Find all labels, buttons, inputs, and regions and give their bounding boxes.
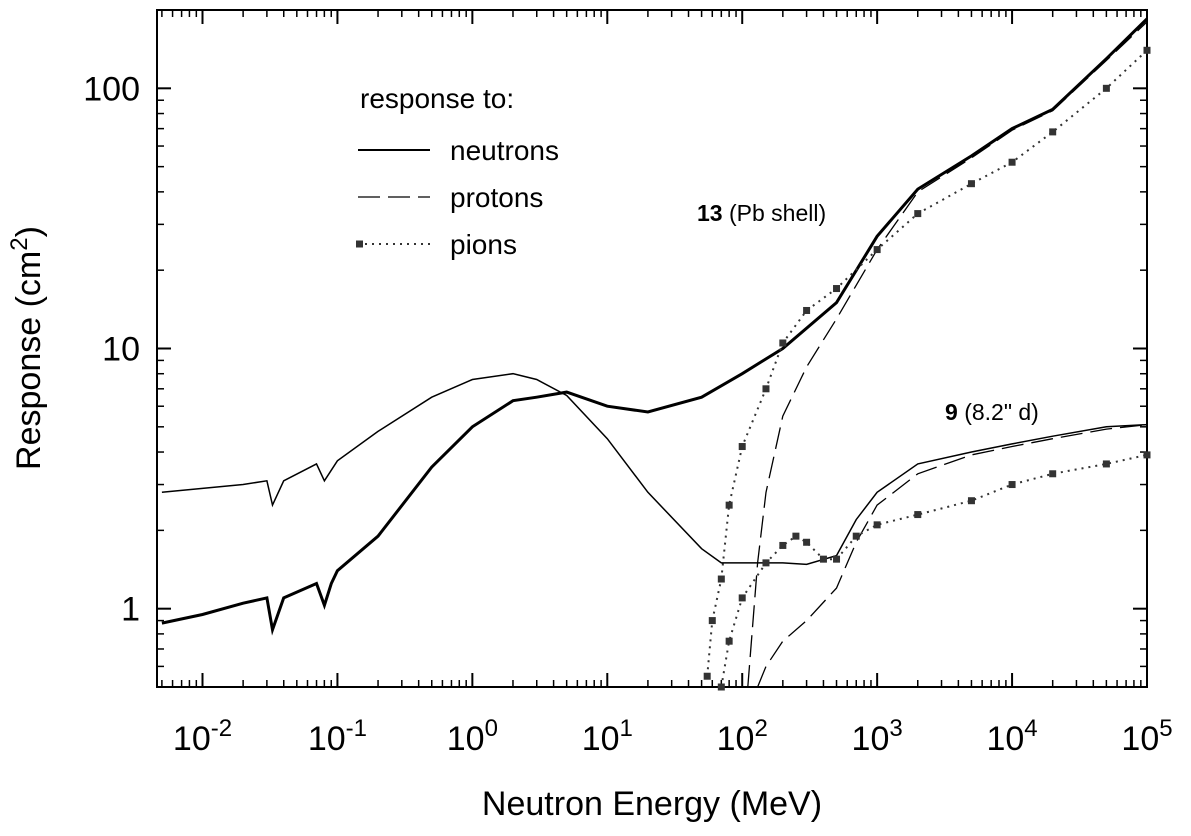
series-marker xyxy=(914,210,922,218)
series-marker xyxy=(1008,158,1016,166)
y-tick-label: 10 xyxy=(102,331,140,369)
series-marker xyxy=(703,672,711,680)
series-marker xyxy=(803,538,811,546)
x-tick-exponent: 2 xyxy=(754,715,767,742)
x-tick-label: 102 xyxy=(717,715,768,758)
x-tick-base: 10 xyxy=(1121,720,1159,758)
x-tick-label: 104 xyxy=(986,715,1037,758)
x-tick-exponent: 5 xyxy=(1159,715,1172,742)
series-marker xyxy=(779,339,787,347)
series-marker xyxy=(914,511,922,519)
series-marker xyxy=(852,532,860,540)
series-marker xyxy=(1049,470,1057,478)
legend-label: pions xyxy=(450,229,517,260)
x-axis-title: Neutron Energy (MeV) xyxy=(482,785,822,823)
series-line xyxy=(720,453,1147,687)
series-marker xyxy=(833,285,841,293)
series-marker xyxy=(819,555,827,563)
annotation-bold: 9 xyxy=(945,399,958,425)
series-marker xyxy=(738,443,746,451)
series-marker xyxy=(1049,128,1057,136)
annotation-bold: 13 xyxy=(697,200,723,226)
series-marker xyxy=(725,637,733,645)
y-axis-title-text: Response (cm xyxy=(10,251,48,470)
x-tick-label: 10-2 xyxy=(173,715,232,758)
series-marker xyxy=(725,501,733,509)
y-axis-title: Response (cm2) xyxy=(6,226,48,470)
x-tick-label: 103 xyxy=(852,715,903,758)
series-marker xyxy=(1008,481,1016,489)
x-tick-exponent: -2 xyxy=(211,715,232,742)
y-tick-label: 100 xyxy=(83,70,140,108)
x-tick-label: 101 xyxy=(582,715,633,758)
annotation-text: (8.2" d) xyxy=(964,399,1039,425)
x-tick-exponent: 4 xyxy=(1024,715,1037,742)
series-line xyxy=(161,372,1147,566)
series-marker xyxy=(1102,460,1110,468)
series-marker xyxy=(1143,46,1151,54)
x-tick-label: 10-1 xyxy=(308,715,367,758)
series-marker xyxy=(803,306,811,314)
x-tick-exponent: 1 xyxy=(620,715,633,742)
series-marker xyxy=(762,385,770,393)
series-marker xyxy=(779,541,787,549)
plot-frame xyxy=(156,9,1148,688)
series-marker xyxy=(717,683,725,691)
series-marker xyxy=(873,246,881,254)
series-marker xyxy=(738,594,746,602)
series-line xyxy=(756,423,1147,687)
legend-title: response to: xyxy=(360,83,514,114)
x-tick-label: 100 xyxy=(447,715,498,758)
legend-marker xyxy=(356,240,363,248)
series-line xyxy=(706,49,1147,677)
annotation: 9 (8.2" d) xyxy=(945,399,1039,425)
series-marker xyxy=(792,532,800,540)
annotation: 13 (Pb shell) xyxy=(697,200,826,226)
series-marker xyxy=(762,559,770,567)
y-axis-title-sup: 2 xyxy=(6,237,33,250)
y-tick-label: 1 xyxy=(121,591,140,629)
x-tick-base: 10 xyxy=(986,720,1024,758)
x-tick-label: 105 xyxy=(1121,715,1172,758)
series-line xyxy=(747,21,1147,687)
x-tick-base: 10 xyxy=(173,720,211,758)
x-tick-base: 10 xyxy=(852,720,890,758)
x-tick-base: 10 xyxy=(717,720,755,758)
series-marker xyxy=(873,521,881,529)
x-tick-exponent: -1 xyxy=(346,715,367,742)
x-tick-base: 10 xyxy=(582,720,620,758)
y-axis-title-end: ) xyxy=(10,226,48,237)
x-tick-exponent: 0 xyxy=(485,715,498,742)
series-marker xyxy=(967,180,975,188)
series-marker xyxy=(708,617,716,625)
series-marker xyxy=(967,497,975,505)
series-marker xyxy=(717,575,725,583)
legend-label: protons xyxy=(450,182,543,213)
series-marker xyxy=(833,555,841,563)
x-tick-exponent: 3 xyxy=(889,715,902,742)
series-marker xyxy=(1143,451,1151,459)
x-tick-base: 10 xyxy=(447,720,485,758)
annotation-text: (Pb shell) xyxy=(729,200,826,226)
series-marker xyxy=(1102,84,1110,92)
series-line xyxy=(161,17,1147,636)
legend-label: neutrons xyxy=(450,135,559,166)
x-tick-base: 10 xyxy=(308,720,346,758)
